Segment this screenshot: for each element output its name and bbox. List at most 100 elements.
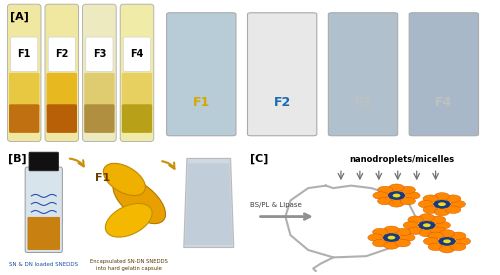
Text: F2: F2 [55, 48, 68, 59]
Circle shape [423, 195, 438, 202]
Ellipse shape [113, 177, 166, 224]
Text: into hard gelatin capsule: into hard gelatin capsule [96, 266, 162, 271]
Text: F1: F1 [192, 96, 210, 109]
Circle shape [428, 243, 444, 251]
FancyBboxPatch shape [48, 37, 76, 72]
FancyBboxPatch shape [172, 21, 231, 134]
Circle shape [430, 227, 446, 235]
Circle shape [434, 192, 450, 200]
Text: Encapsulated SN-DN SNEDDS: Encapsulated SN-DN SNEDDS [90, 258, 168, 264]
FancyBboxPatch shape [86, 37, 113, 72]
FancyBboxPatch shape [9, 104, 40, 133]
FancyBboxPatch shape [10, 37, 38, 72]
Circle shape [389, 184, 404, 191]
Circle shape [434, 208, 450, 216]
Circle shape [418, 200, 434, 208]
FancyBboxPatch shape [8, 4, 41, 141]
FancyBboxPatch shape [122, 73, 152, 111]
FancyBboxPatch shape [28, 217, 60, 250]
Text: [C]: [C] [250, 153, 268, 164]
Circle shape [388, 236, 396, 240]
Polygon shape [185, 163, 232, 245]
FancyBboxPatch shape [120, 4, 154, 141]
FancyBboxPatch shape [328, 13, 398, 136]
Circle shape [419, 214, 434, 221]
Circle shape [435, 221, 450, 229]
Circle shape [372, 240, 388, 247]
FancyBboxPatch shape [25, 167, 62, 252]
Circle shape [395, 228, 410, 236]
FancyBboxPatch shape [252, 21, 312, 134]
Circle shape [419, 229, 434, 237]
Circle shape [395, 240, 410, 247]
FancyBboxPatch shape [124, 37, 150, 72]
Circle shape [378, 186, 393, 194]
Circle shape [384, 242, 399, 249]
Text: Appearance after 1 in 1000: Appearance after 1 in 1000 [175, 254, 242, 259]
Circle shape [440, 230, 454, 237]
Text: [B]: [B] [8, 153, 26, 164]
Circle shape [368, 234, 383, 241]
FancyBboxPatch shape [334, 21, 392, 134]
Text: F1: F1 [96, 173, 111, 183]
Text: F3: F3 [92, 48, 106, 59]
Circle shape [392, 194, 400, 197]
Circle shape [428, 232, 444, 240]
FancyBboxPatch shape [29, 152, 58, 171]
Circle shape [400, 234, 415, 241]
Circle shape [450, 200, 466, 208]
Text: [A]: [A] [10, 11, 29, 22]
Circle shape [443, 240, 451, 243]
Text: F2: F2 [274, 96, 291, 109]
Text: F4: F4 [130, 48, 143, 59]
Ellipse shape [104, 163, 146, 196]
FancyBboxPatch shape [46, 73, 77, 111]
Circle shape [438, 237, 456, 245]
FancyBboxPatch shape [409, 13, 478, 136]
Circle shape [400, 186, 415, 194]
Circle shape [423, 206, 438, 213]
Circle shape [405, 192, 420, 199]
Circle shape [383, 233, 400, 242]
Circle shape [403, 221, 418, 229]
Circle shape [418, 221, 435, 229]
Circle shape [378, 197, 393, 205]
FancyBboxPatch shape [84, 73, 114, 111]
FancyBboxPatch shape [46, 104, 77, 133]
Circle shape [438, 202, 446, 206]
Circle shape [408, 227, 423, 235]
Circle shape [408, 216, 423, 223]
FancyBboxPatch shape [9, 73, 40, 111]
Circle shape [450, 232, 466, 240]
Circle shape [373, 192, 388, 199]
FancyBboxPatch shape [84, 104, 114, 133]
FancyBboxPatch shape [414, 21, 474, 134]
Text: BS/PL & Lipase: BS/PL & Lipase [250, 202, 302, 208]
Circle shape [423, 223, 430, 227]
Circle shape [446, 206, 461, 213]
Circle shape [456, 238, 470, 245]
Circle shape [384, 226, 399, 233]
Circle shape [434, 200, 450, 208]
Text: nanodroplets/micelles: nanodroplets/micelles [349, 155, 454, 164]
Polygon shape [184, 158, 234, 248]
Circle shape [430, 216, 446, 223]
Circle shape [450, 243, 466, 251]
Text: F3: F3 [354, 96, 372, 109]
FancyBboxPatch shape [166, 13, 236, 136]
Ellipse shape [106, 204, 152, 237]
Circle shape [446, 195, 461, 202]
Circle shape [440, 245, 454, 253]
Text: SN & DN loaded SNEDDS: SN & DN loaded SNEDDS [9, 262, 78, 267]
Circle shape [389, 200, 404, 207]
Circle shape [388, 191, 405, 200]
Circle shape [400, 197, 415, 205]
FancyBboxPatch shape [248, 13, 317, 136]
Circle shape [372, 228, 388, 236]
Text: dilution with water: dilution with water [186, 261, 232, 266]
Text: F1: F1 [18, 48, 31, 59]
Circle shape [424, 238, 438, 245]
FancyBboxPatch shape [82, 4, 116, 141]
Text: F4: F4 [435, 96, 452, 109]
FancyBboxPatch shape [45, 4, 78, 141]
